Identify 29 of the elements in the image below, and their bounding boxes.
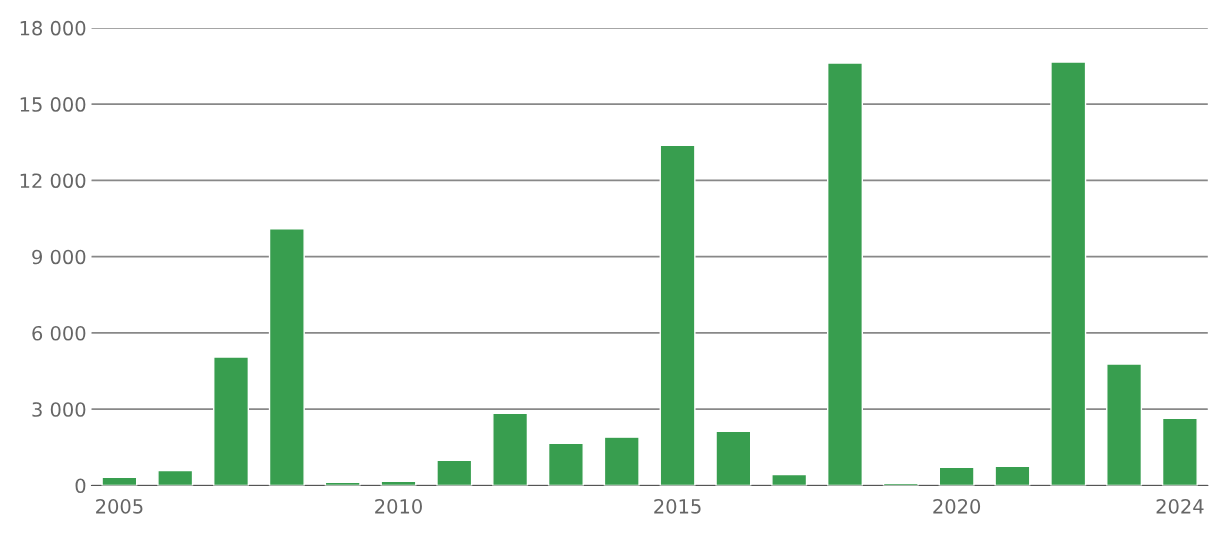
bar (938, 466, 975, 486)
bar (547, 442, 584, 486)
x-tick-label: 2020 (933, 499, 981, 514)
bar (268, 228, 305, 486)
bar (213, 356, 250, 486)
y-tick-label: 0 (75, 478, 86, 494)
y-tick-label: 9 000 (32, 249, 86, 265)
bar (994, 465, 1031, 486)
bar (603, 436, 640, 486)
bar (715, 430, 752, 486)
bar (101, 476, 138, 486)
y-tick-label: 15 000 (20, 97, 86, 112)
bar (157, 469, 194, 486)
bar (771, 473, 808, 486)
bar (492, 412, 529, 486)
bar (1050, 61, 1087, 486)
x-tick-label: 2010 (375, 499, 422, 514)
x-tick-label: 2005 (96, 499, 143, 514)
y-tick-label: 18 000 (20, 20, 86, 36)
bar (1161, 417, 1198, 486)
y-tick-label: 3 000 (32, 402, 86, 417)
y-tick-label: 6 000 (32, 325, 86, 341)
bar (659, 144, 696, 486)
bar (436, 459, 473, 486)
bar (1106, 363, 1143, 486)
x-tick-label: 2024 (1156, 499, 1204, 514)
y-tick-label: 12 000 (20, 173, 86, 189)
bar (827, 62, 864, 486)
x-tick-label: 2015 (654, 499, 701, 514)
